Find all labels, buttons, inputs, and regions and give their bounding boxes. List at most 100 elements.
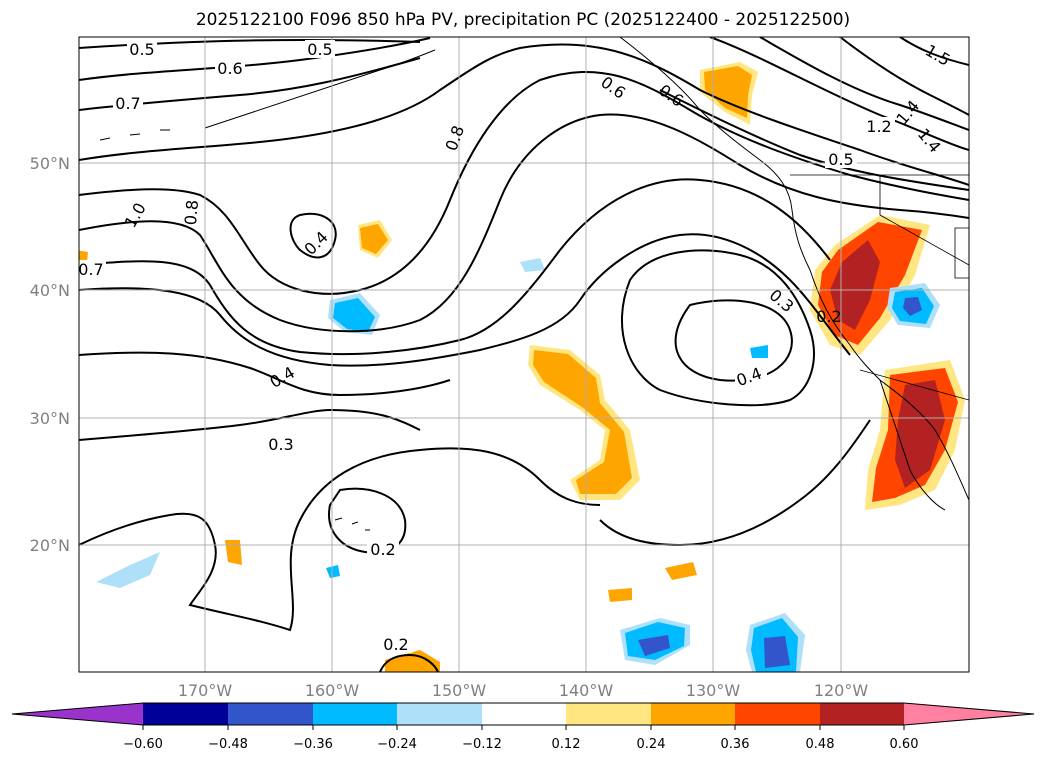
contour-label: 0.5 [307, 40, 332, 59]
colorbar-tick-label: 0.12 [552, 737, 581, 752]
contour-label: 0.2 [816, 307, 841, 326]
pv-contours [79, 37, 969, 672]
lat-label: 50°N [30, 154, 70, 173]
colorbar-tick-label: 0.48 [806, 737, 835, 752]
pv-contour-12-ne [759, 37, 969, 131]
coastline-aleutians [99, 129, 170, 141]
precip-area-tropics-east [665, 562, 697, 580]
colorbar-segment [143, 703, 228, 725]
border-states [879, 175, 969, 266]
colorbar-tick-label: 0.24 [637, 737, 666, 752]
pv-contour-045 [79, 233, 851, 367]
pv-contour-05-ne [659, 89, 969, 191]
colorbar-segment [397, 703, 482, 725]
colorbar-segment [820, 703, 904, 725]
precip-area-midpacific-heavy [533, 350, 632, 494]
pv-contour-07 [79, 71, 969, 295]
colorbar-tick-label: −0.24 [377, 737, 417, 752]
colorbar-tick-label: 0.60 [890, 737, 919, 752]
pv-contour-05-north [79, 39, 421, 49]
pv-contour-15-ne [899, 37, 969, 66]
pv-contour-03-low [621, 249, 815, 407]
colorbar-tick-label: −0.12 [462, 737, 502, 752]
neg-precip-area-3-deep [638, 635, 670, 656]
figure-title: 2025122100 F096 850 hPa PV, precipitatio… [196, 10, 850, 30]
lon-label: 160°W [305, 681, 360, 700]
neg-precip-area-2-deep [903, 297, 922, 316]
pv-contour-08 [79, 43, 969, 186]
map-background [79, 37, 969, 672]
pv-contour-06 [79, 113, 969, 333]
contour-label: 0.6 [217, 59, 242, 78]
colorbar-segment [735, 703, 820, 725]
contour-label: 0.8 [181, 199, 202, 226]
colorbar-segment [482, 703, 566, 725]
colorbar-extend-high [904, 703, 1034, 725]
map-panel: 0.5 0.5 0.6 0.6 0.6 0.7 0.7 0.8 0.8 1.0 … [30, 36, 970, 700]
lat-label: 20°N [30, 536, 70, 555]
coastlines [99, 37, 969, 531]
coastline-alaska-peninsula [204, 49, 436, 129]
colorbar-segment [651, 703, 735, 725]
borders [790, 174, 969, 401]
colorbar-tick-label: −0.36 [293, 737, 333, 752]
coastline-west-na [619, 37, 881, 381]
neg-precip-area-1-core [333, 298, 375, 332]
contour-label: 0.7 [115, 94, 140, 113]
latitude-labels: 50°N 40°N 30°N 20°N [30, 154, 70, 555]
colorbar-segment [313, 703, 397, 725]
longitude-labels: 170°W 160°W 150°W 140°W 130°W 120°W [178, 681, 869, 700]
precip-area-south [385, 650, 440, 672]
pv-contour-06-north [79, 37, 431, 81]
contour-label: 0.5 [828, 150, 853, 169]
precip-area-california-core [830, 240, 880, 330]
colorbar-segment [566, 703, 651, 725]
pv-contour-04-cutoff [289, 212, 337, 259]
colorbar-extend-low [12, 703, 143, 725]
lat-label: 30°N [30, 409, 70, 428]
pv-contour-02-east [599, 419, 871, 547]
pv-contour-02 [79, 447, 601, 632]
precip-area-gulf-small-heavy [360, 224, 388, 254]
lon-label: 150°W [432, 681, 487, 700]
contour-label: 0.2 [383, 635, 408, 654]
pv-contour-10-ne [709, 37, 969, 151]
contour-label: 0.5 [129, 40, 154, 59]
contour-label: 1.2 [866, 117, 891, 136]
pv-contour-02-south [379, 653, 439, 672]
coastline-baja [879, 379, 946, 511]
colorbar-tick-label: 0.36 [721, 737, 750, 752]
contour-label: 0.7 [78, 260, 103, 279]
gridlines [79, 37, 969, 672]
lon-label: 140°W [559, 681, 614, 700]
neg-precip-area-6 [520, 258, 545, 272]
neg-precip-area-7 [750, 345, 768, 358]
precip-area-tropics-small [608, 588, 632, 602]
lon-label: 130°W [686, 681, 741, 700]
map-frame [78, 36, 970, 673]
contour-label: 0.2 [370, 540, 395, 559]
neg-precip-area-4-deep [764, 636, 790, 668]
neg-precip-area-8 [326, 565, 340, 578]
pv-contour-04-low [674, 299, 793, 382]
coastline-hawaii [334, 517, 370, 531]
colorbar-segment [228, 703, 313, 725]
colorbar-ticks [142, 725, 905, 730]
neg-precip-area-5 [96, 552, 160, 588]
lon-label: 120°W [814, 681, 869, 700]
pv-contour-04-west [79, 351, 451, 397]
precip-area-alaska-heavy [704, 66, 752, 118]
contour-label: 0.3 [268, 435, 293, 454]
pv-contour-14-ne [839, 37, 969, 116]
lon-label: 170°W [178, 681, 233, 700]
colorbar: −0.60 −0.48 −0.36 −0.24 −0.12 0.12 0.24 … [11, 702, 1035, 752]
coastline-mexico [879, 379, 969, 501]
pv-contour-03-west [79, 408, 421, 441]
colorbar-tick-label: −0.60 [123, 737, 163, 752]
precip-area-hawaii-west [225, 540, 242, 565]
colorbar-tick-label: −0.48 [208, 737, 248, 752]
lat-label: 40°N [30, 281, 70, 300]
border-us-mexico [859, 369, 969, 401]
pv-contour-05 [79, 178, 831, 356]
